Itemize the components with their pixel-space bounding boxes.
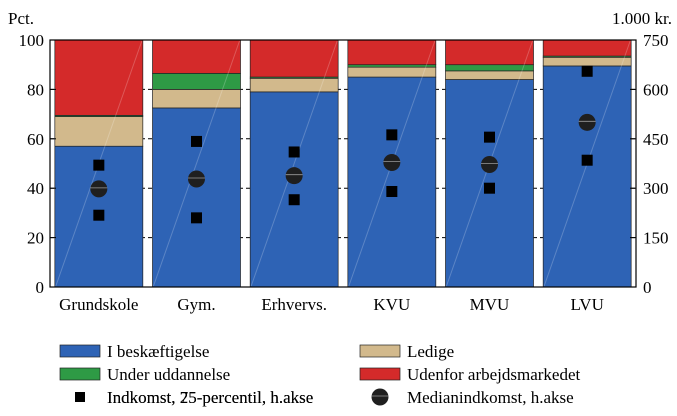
x-tick-label-2: Erhvervs.	[261, 295, 327, 314]
bar-KVU-3	[347, 64, 437, 68]
bar-KVU-1	[347, 76, 437, 288]
marker-p25-4	[484, 182, 495, 194]
bar-Erhvervs.-4	[249, 39, 339, 78]
legend-swatch-2	[59, 367, 101, 381]
marker-p75-4	[484, 131, 495, 143]
marker-p25-2	[288, 194, 300, 206]
bar-shine-2	[250, 40, 338, 287]
left-tick-label-3: 60	[27, 130, 44, 149]
plot-frame	[49, 39, 637, 288]
bar-Gym.-2	[152, 89, 241, 109]
legend-label-5: Medianindkomst, h.akse	[407, 388, 574, 407]
legend-label-0: I beskæftigelse	[107, 342, 209, 361]
marker-p25-3	[386, 185, 398, 197]
bar-MVU-4	[445, 39, 534, 66]
legend-swatch-1	[359, 344, 401, 358]
right-tick-label-0: 0	[643, 278, 652, 297]
bar-Grundskole-2	[54, 116, 144, 147]
left-tick-label-1: 20	[27, 229, 44, 248]
legend-label-4: Indkomst, 25-percentil, h.akse	[107, 388, 313, 407]
right-tick-label-2: 300	[643, 179, 669, 198]
marker-median-4	[481, 155, 498, 173]
bar-LVU-1	[542, 65, 632, 288]
marker-median-2	[285, 167, 303, 185]
right-tick-label-1: 150	[643, 229, 669, 248]
bar-Erhvervs.-1	[249, 91, 339, 288]
bar-Grundskole-4	[54, 39, 144, 116]
marker-p75-0	[93, 159, 105, 171]
marker-median-1	[188, 170, 205, 188]
right-tick-label-4: 600	[643, 80, 669, 99]
x-tick-label-4: MVU	[470, 295, 510, 314]
legend-label-6: Indkomst, 75-percentil, h.akse	[107, 388, 313, 407]
bar-Erhvervs.-2	[249, 77, 339, 93]
marker-median-3	[383, 154, 401, 172]
legend-label-1: Ledige	[407, 342, 454, 361]
bar-KVU-4	[347, 39, 437, 66]
left-tick-label-4: 80	[27, 80, 44, 99]
marker-p75-1	[191, 135, 202, 147]
plot-area: Grundskole Gym. Erhvervs. KVU MVU LVU 0 20 40 60 8…	[19, 31, 669, 314]
marker-median-0	[90, 180, 108, 198]
legend-swatch-5	[371, 388, 389, 406]
legend-label-2: Under uddannelse	[107, 365, 230, 384]
marker-median-5	[578, 113, 596, 131]
bar-LVU-2	[542, 56, 632, 67]
x-tick-label-0: Grundskole	[59, 295, 138, 314]
legend-label-3: Udenfor arbejdsmarkedet	[407, 365, 581, 384]
left-tick-label-0: 0	[36, 278, 45, 297]
x-tick-label-1: Gym.	[177, 295, 215, 314]
marker-p75-5	[581, 65, 593, 77]
marker-p25-1	[191, 212, 202, 224]
x-tick-label-5: LVU	[570, 295, 603, 314]
marker-p75-2	[288, 146, 300, 158]
marker-p75-3	[386, 129, 398, 141]
bar-MVU-3	[445, 64, 534, 72]
bar-LVU-4	[542, 39, 632, 57]
right-tick-label-3: 450	[643, 130, 669, 149]
legend-swatch-3	[359, 367, 401, 381]
bar-Gym.-1	[152, 107, 241, 288]
left-tick-label-2: 40	[27, 179, 44, 198]
legend-swatch-0	[59, 344, 101, 358]
right-axis-unit: 1.000 kr.	[612, 9, 672, 28]
right-tick-label-5: 750	[643, 31, 669, 50]
bar-shine-1	[153, 40, 240, 287]
legend: I beskæftigelse Ledige Under uddannelse Ude…	[59, 342, 581, 407]
x-tick-label-3: KVU	[373, 295, 410, 314]
marker-p25-0	[93, 209, 105, 221]
legend-swatch-6	[75, 392, 85, 402]
left-tick-label-5: 100	[19, 31, 45, 50]
bar-Gym.-4	[152, 39, 241, 74]
marker-p25-5	[581, 154, 593, 166]
left-axis-unit: Pct.	[8, 9, 34, 28]
